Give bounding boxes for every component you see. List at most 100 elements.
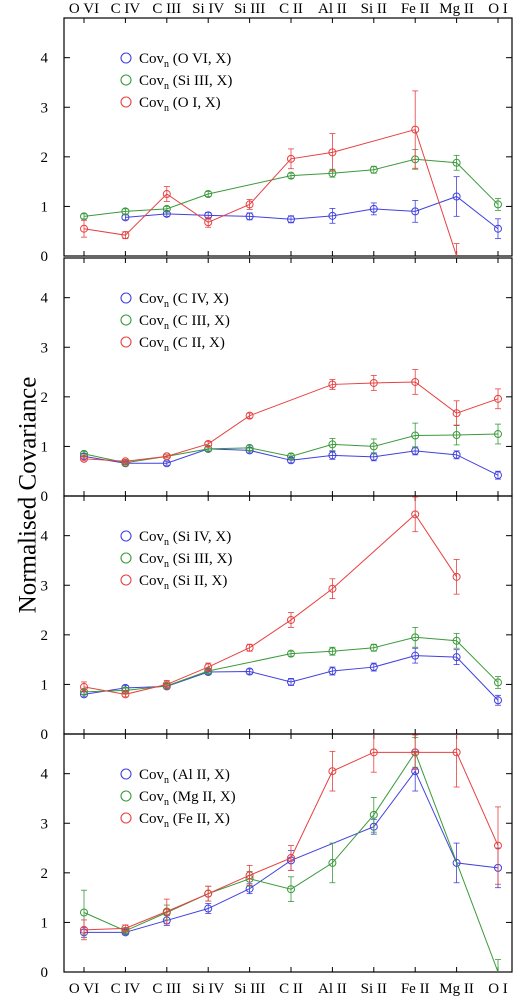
plot-area: [80, 734, 502, 972]
y-tick-label: 1: [41, 677, 49, 693]
data-point: [452, 653, 461, 662]
data-point: [328, 440, 337, 449]
data-point: [369, 378, 378, 387]
series-line: [83, 751, 499, 972]
data-point: [287, 154, 295, 163]
series-line: [84, 770, 499, 933]
top-tick-label: Si II: [361, 1, 387, 17]
data-point: [162, 204, 171, 213]
bottom-tick-label: C II: [279, 981, 303, 997]
data-point: [411, 125, 420, 134]
top-tick-label: Mg II: [439, 1, 474, 17]
data-point: [452, 192, 461, 201]
y-tick-label: 3: [41, 340, 49, 356]
legend-marker: [120, 530, 132, 542]
legend-entry: Covn (O I, X): [139, 95, 221, 114]
data-point: [452, 858, 461, 867]
legend-marker: [120, 552, 132, 564]
data-point: [204, 439, 213, 448]
y-axis-label: Normalised Covariance: [15, 377, 42, 614]
data-point: [121, 231, 130, 240]
legend-entry: Covn (C II, X): [139, 335, 225, 354]
bottom-tick-label: O VI: [69, 981, 99, 997]
series-red: [80, 734, 502, 941]
data-point: [245, 200, 254, 209]
data-point: [204, 663, 213, 672]
bottom-tick-label: C III: [152, 981, 181, 997]
legend-entry: Covn (Al II, X): [139, 767, 230, 786]
legend-entry: Covn (Si III, X): [139, 551, 232, 570]
legend: Covn (Si IV, X) Covn (Si III, X) Covn (Si …: [120, 529, 232, 592]
data-point: [162, 452, 171, 461]
data-point: [411, 377, 420, 386]
legend-marker: [120, 52, 132, 64]
data-point: [328, 858, 337, 867]
y-tick-label: 0: [41, 965, 49, 981]
y-tick-label: 0: [41, 249, 49, 265]
data-point: [80, 212, 88, 221]
top-tick-label: C IV: [111, 1, 141, 17]
series-line: [83, 381, 499, 462]
legend: Covn (Al II, X) Covn (Mg II, X) Covn (Fe I…: [120, 767, 236, 830]
y-tick-label: 1: [41, 915, 49, 931]
data-point: [494, 696, 502, 705]
data-point: [494, 200, 502, 209]
data-point: [204, 190, 213, 199]
y-tick-label: 2: [41, 866, 49, 882]
legend-entry: Covn (C IV, X): [139, 291, 229, 310]
y-tick-label: 2: [41, 150, 49, 166]
data-point: [162, 907, 171, 916]
data-point: [494, 224, 502, 233]
data-point: [369, 663, 378, 672]
y-tick-label: 1: [41, 199, 49, 215]
y-tick-label: 2: [41, 390, 49, 406]
data-point: [411, 207, 420, 216]
plot-area: [80, 90, 502, 256]
series-line: [83, 636, 499, 693]
legend-marker: [120, 812, 132, 824]
data-point: [452, 450, 461, 459]
data-point: [369, 442, 378, 451]
top-tick-label: Al II: [318, 1, 347, 17]
data-point: [452, 431, 461, 440]
legend-entry: Covn (Si II, X): [139, 573, 227, 592]
legend-marker: [120, 574, 132, 586]
legend-entry: Covn (O VI, X): [139, 51, 231, 70]
series-green: [80, 626, 502, 696]
bottom-tick-label: Si II: [361, 981, 387, 997]
plot-area: [80, 369, 502, 480]
y-tick-label: 3: [41, 578, 49, 594]
data-point: [204, 904, 213, 913]
data-point: [287, 885, 295, 894]
data-point: [204, 218, 213, 227]
data-point: [121, 690, 130, 699]
top-tick-label: C II: [279, 1, 303, 17]
y-tick-label: 4: [41, 51, 49, 67]
data-point: [245, 443, 254, 452]
top-tick-label: Si III: [234, 1, 265, 17]
data-point: [80, 908, 88, 917]
data-point: [287, 853, 295, 862]
legend-marker: [120, 314, 132, 326]
legend: Covn (C IV, X) Covn (C III, X) Covn (C II,…: [120, 291, 230, 354]
data-point: [287, 215, 295, 224]
series-red: [80, 496, 461, 699]
top-tick-label: C III: [152, 1, 181, 17]
series-blue: [121, 176, 502, 240]
data-point: [245, 871, 254, 880]
data-point: [452, 409, 461, 418]
data-point: [369, 748, 378, 757]
data-point: [411, 510, 420, 519]
data-point: [245, 643, 254, 652]
data-point: [328, 647, 337, 656]
plot-area: [80, 496, 502, 706]
panel-frame: [63, 495, 513, 735]
y-tick-label: 2: [41, 628, 49, 644]
legend-entry: Covn (Mg II, X): [139, 789, 236, 808]
data-point: [328, 380, 337, 389]
data-point: [245, 411, 254, 420]
